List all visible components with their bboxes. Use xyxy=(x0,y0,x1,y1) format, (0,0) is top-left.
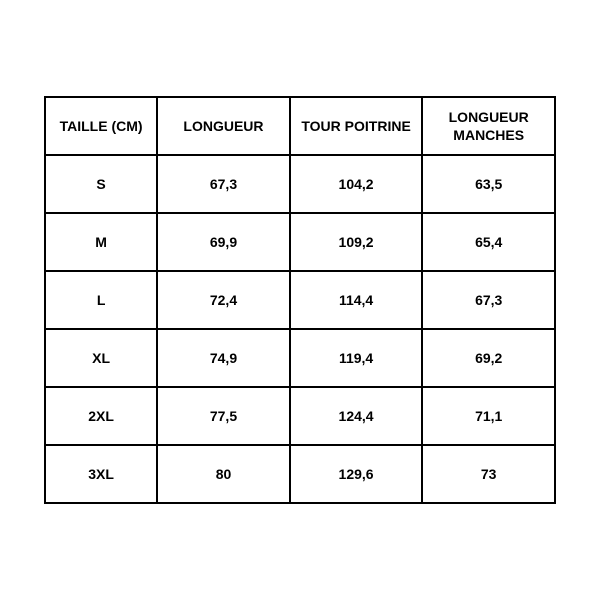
table-row: L 72,4 114,4 67,3 xyxy=(45,271,555,329)
size-chart-table: TAILLE (CM) LONGUEUR TOUR POITRINE LONGU… xyxy=(44,96,556,504)
cell-poitrine: 119,4 xyxy=(290,329,423,387)
header-taille: TAILLE (CM) xyxy=(45,97,157,155)
cell-size: 3XL xyxy=(45,445,157,503)
cell-longueur: 77,5 xyxy=(157,387,290,445)
cell-manches: 73 xyxy=(422,445,555,503)
cell-poitrine: 129,6 xyxy=(290,445,423,503)
cell-longueur: 72,4 xyxy=(157,271,290,329)
cell-longueur: 80 xyxy=(157,445,290,503)
table-row: XL 74,9 119,4 69,2 xyxy=(45,329,555,387)
cell-poitrine: 109,2 xyxy=(290,213,423,271)
header-tour-poitrine: TOUR POITRINE xyxy=(290,97,423,155)
table-row: 3XL 80 129,6 73 xyxy=(45,445,555,503)
cell-size: M xyxy=(45,213,157,271)
cell-poitrine: 104,2 xyxy=(290,155,423,213)
cell-size: 2XL xyxy=(45,387,157,445)
cell-manches: 69,2 xyxy=(422,329,555,387)
table-row: M 69,9 109,2 65,4 xyxy=(45,213,555,271)
size-table: TAILLE (CM) LONGUEUR TOUR POITRINE LONGU… xyxy=(44,96,556,504)
cell-longueur: 74,9 xyxy=(157,329,290,387)
cell-size: S xyxy=(45,155,157,213)
cell-size: XL xyxy=(45,329,157,387)
cell-longueur: 67,3 xyxy=(157,155,290,213)
cell-manches: 71,1 xyxy=(422,387,555,445)
cell-longueur: 69,9 xyxy=(157,213,290,271)
table-header-row: TAILLE (CM) LONGUEUR TOUR POITRINE LONGU… xyxy=(45,97,555,155)
cell-poitrine: 124,4 xyxy=(290,387,423,445)
cell-manches: 67,3 xyxy=(422,271,555,329)
cell-manches: 65,4 xyxy=(422,213,555,271)
header-longueur-manches: LONGUEUR MANCHES xyxy=(422,97,555,155)
cell-manches: 63,5 xyxy=(422,155,555,213)
cell-poitrine: 114,4 xyxy=(290,271,423,329)
table-row: S 67,3 104,2 63,5 xyxy=(45,155,555,213)
cell-size: L xyxy=(45,271,157,329)
header-longueur: LONGUEUR xyxy=(157,97,290,155)
table-row: 2XL 77,5 124,4 71,1 xyxy=(45,387,555,445)
